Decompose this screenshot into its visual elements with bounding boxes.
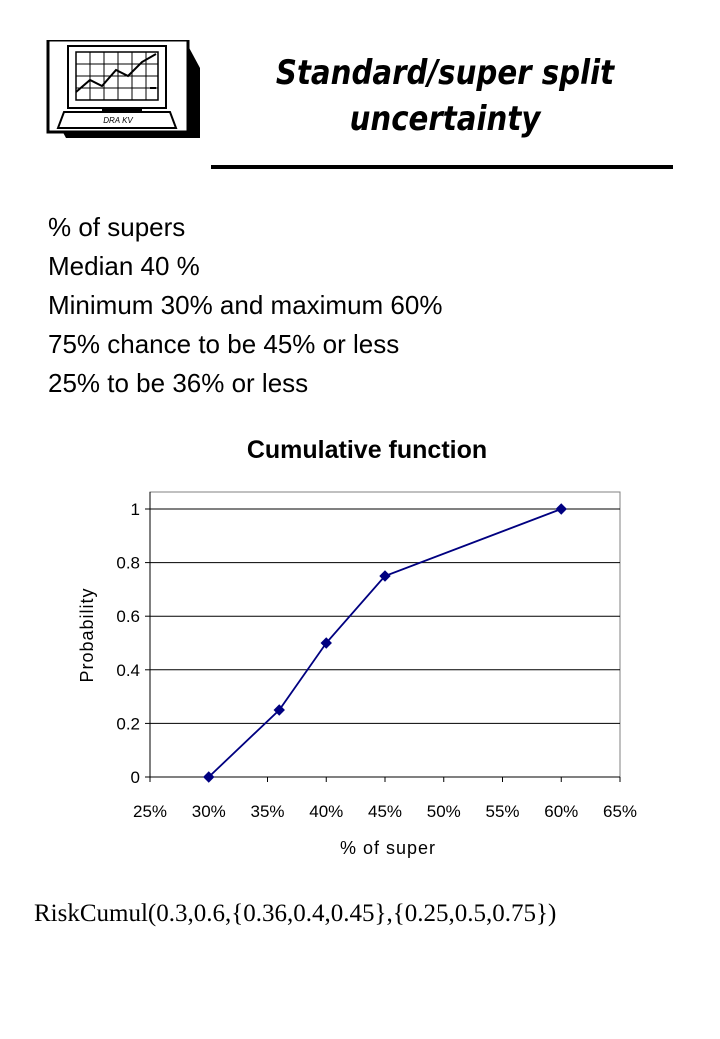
- data-markers: [203, 503, 567, 783]
- x-tick-label: 45%: [368, 802, 402, 821]
- x-tick-label: 30%: [192, 802, 226, 821]
- plot-area: [149, 491, 621, 778]
- title-line-2: uncertainty: [349, 99, 541, 139]
- x-axis-label: % of super: [340, 838, 436, 858]
- y-tick-label: 1: [131, 500, 140, 519]
- y-tick-label: 0.4: [116, 661, 140, 680]
- y-axis-label: Probability: [77, 587, 97, 682]
- title-line-1: Standard/super split: [275, 53, 615, 93]
- x-tick-label: 35%: [250, 802, 284, 821]
- chart-title: Cumulative function: [247, 436, 487, 464]
- data-point-marker: [555, 503, 567, 515]
- data-point-marker: [379, 570, 391, 582]
- y-tick-labels: 0 0.2 0.4 0.6 0.8 1: [116, 500, 150, 787]
- x-tick-label: 40%: [309, 802, 343, 821]
- page-title: Standard/super split uncertainty: [247, 50, 643, 142]
- x-tick-labels: 25% 30% 35% 40% 45% 50% 55% 60% 65%: [133, 777, 637, 821]
- y-tick-label: 0.8: [116, 554, 140, 573]
- y-tick-label: 0.6: [116, 607, 140, 626]
- list-item: 75% chance to be 45% or less: [48, 329, 400, 359]
- list-item: % of supers: [48, 212, 186, 242]
- list-item: 25% to be 36% or less: [48, 368, 309, 398]
- description-list: % of supers Median 40 % Minimum 30% and …: [48, 208, 442, 403]
- x-tick-label: 25%: [133, 802, 167, 821]
- title-underline: [211, 165, 673, 169]
- x-tick-label: 55%: [485, 802, 519, 821]
- x-tick-label: 60%: [544, 802, 578, 821]
- cumulative-chart: Cumulative function 0 0.2 0.4 0.6 0.8 1 25% 30…: [77, 436, 637, 858]
- gridlines: [150, 508, 620, 724]
- logo-label: DRA KV: [103, 116, 133, 125]
- risk-cumul-formula: RiskCumul(0.3,0.6,{0.36,0.4,0.45},{0.25,…: [34, 900, 557, 927]
- data-point-marker: [320, 637, 332, 649]
- data-point-marker: [273, 704, 285, 716]
- x-tick-label: 65%: [603, 802, 637, 821]
- list-item: Median 40 %: [48, 251, 200, 281]
- y-tick-label: 0: [131, 768, 140, 787]
- list-item: Minimum 30% and maximum 60%: [48, 290, 443, 320]
- computer-monitor-logo-icon: DRA KV: [46, 40, 200, 138]
- x-tick-label: 50%: [427, 802, 461, 821]
- y-tick-label: 0.2: [116, 714, 140, 733]
- data-point-marker: [203, 771, 215, 783]
